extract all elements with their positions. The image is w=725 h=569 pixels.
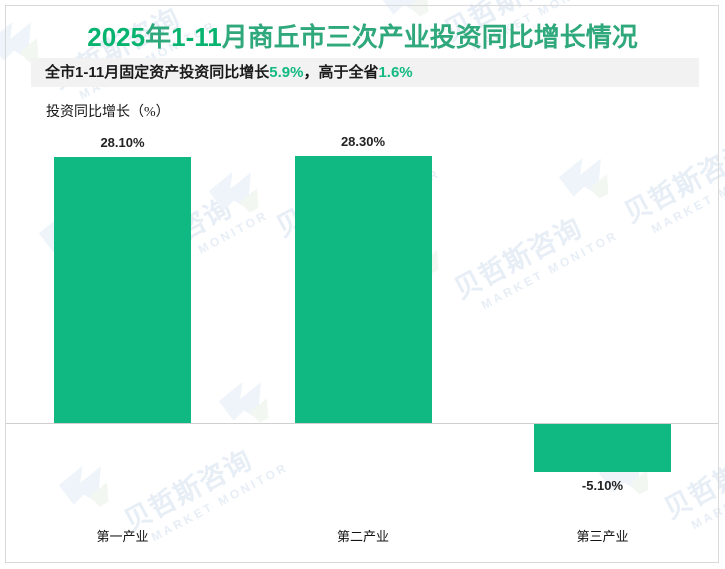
subtitle-band [31,58,699,87]
y-axis-title: 投资同比增长（%） [46,105,170,120]
category-axis: 第一产业 第二产业 第三产业 [6,526,719,548]
category-label-2: 第二产业 [336,529,389,544]
bar-value-label-3: -5.10% [581,478,624,494]
chart-title-segment-2: 1-11 [171,22,222,52]
category-label-1: 第一产业 [96,529,149,544]
bar-1 [54,157,191,423]
subtitle-segment-3: 5.9% [269,64,304,81]
chart-title-segment-3: 月商丘市三次产业投资同比增长情况 [221,23,638,52]
subtitle-segment-5: 1.6% [378,64,413,81]
subtitle-segment-0: 全市 [45,65,76,81]
category-label-3: 第三产业 [576,529,629,544]
bar-3 [534,424,671,473]
zero-baseline [6,423,719,424]
bar-value-label-2: 28.30% [340,133,386,149]
chart-title-segment-1: 年 [145,23,172,52]
bar-value-label-1: 28.10% [100,135,145,151]
plot-area: 28.10% 28.30% -5.10% [6,130,719,510]
chart-title: 2025年1-11月商丘市三次产业投资同比增长情况 [0,17,725,54]
subtitle-segment-4: ，高于全省 [303,65,379,81]
subtitle-segment-2: 月固定资产投资同比增长 [104,65,270,81]
subtitle-segment-1: 1-11 [75,64,105,81]
subtitle-text: 全市1-11月固定资产投资同比增长5.9%，高于全省1.6% [45,62,413,84]
chart-title-segment-0: 2025 [87,22,146,52]
bar-2 [294,155,432,423]
